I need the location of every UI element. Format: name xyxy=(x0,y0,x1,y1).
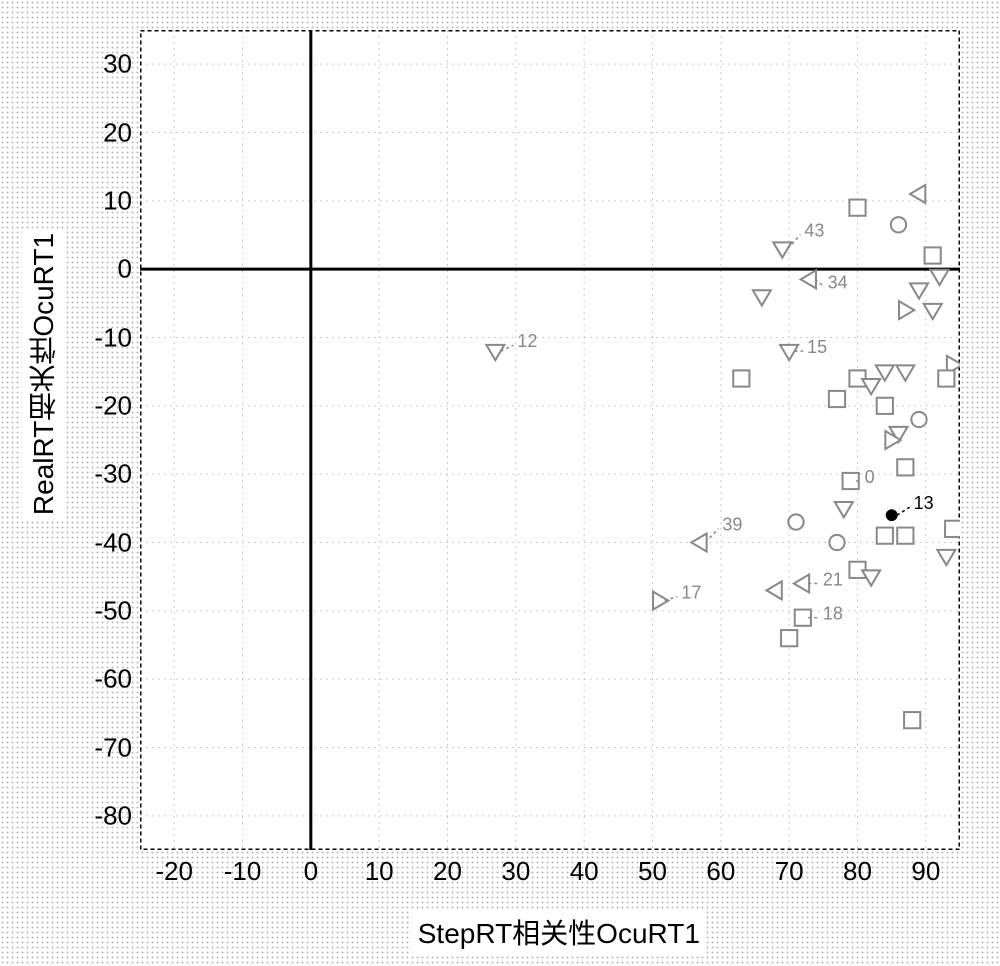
scatter-point xyxy=(801,270,816,288)
point-label: 21 xyxy=(823,570,843,590)
scatter-point xyxy=(910,185,925,203)
scatter-point xyxy=(938,370,954,386)
point-label: 0 xyxy=(865,467,875,487)
scatter-point xyxy=(781,630,797,646)
scatter-point xyxy=(877,398,893,414)
x-tick-label: 40 xyxy=(570,856,599,887)
point-label: 18 xyxy=(823,604,843,624)
chart-svg: 12 43 34 15 0 39 13 21 17 18 xyxy=(140,30,960,850)
scatter-point xyxy=(829,535,844,550)
scatter-point xyxy=(937,550,955,565)
chart-container: RealRT相关性OcuRT1 StepRT相关性OcuRT1 12 43 34 15… xyxy=(0,0,1000,966)
y-tick-label: 0 xyxy=(82,254,132,285)
y-tick-label: 20 xyxy=(82,117,132,148)
scatter-point xyxy=(925,247,941,263)
x-tick-label: -10 xyxy=(224,856,262,887)
x-tick-label: 50 xyxy=(638,856,667,887)
y-tick-label: -20 xyxy=(82,390,132,421)
x-tick-label: 0 xyxy=(304,856,318,887)
y-tick-label: -50 xyxy=(82,595,132,626)
x-tick-label: 60 xyxy=(706,856,735,887)
y-tick-label: -60 xyxy=(82,664,132,695)
y-tick-label: 10 xyxy=(82,185,132,216)
point-label: 15 xyxy=(807,337,827,357)
y-tick-label: -80 xyxy=(82,800,132,831)
scatter-point xyxy=(788,514,803,529)
x-tick-label: 70 xyxy=(775,856,804,887)
point-label: 12 xyxy=(517,331,537,351)
scatter-point xyxy=(849,200,865,216)
scatter-point xyxy=(911,412,926,427)
scatter-point xyxy=(773,242,791,257)
x-tick-label: 30 xyxy=(501,856,530,887)
scatter-point xyxy=(733,370,749,386)
point-label: 17 xyxy=(681,583,701,603)
y-tick-label: -10 xyxy=(82,322,132,353)
y-tick-label: -40 xyxy=(82,527,132,558)
scatter-point xyxy=(780,345,798,360)
x-tick-label: 10 xyxy=(365,856,394,887)
scatter-point xyxy=(877,528,893,544)
x-tick-label: -20 xyxy=(155,856,193,887)
scatter-point xyxy=(486,345,504,360)
plot-area: 12 43 34 15 0 39 13 21 17 18 xyxy=(140,30,960,850)
point-label: 43 xyxy=(804,221,824,241)
scatter-point xyxy=(897,528,913,544)
x-axis-label: StepRT相关性OcuRT1 xyxy=(418,918,700,949)
scatter-point xyxy=(904,712,920,728)
y-axis-label-box: RealRT相关性OcuRT1 xyxy=(22,229,66,519)
scatter-point xyxy=(945,521,960,537)
scatter-point xyxy=(910,283,928,298)
scatter-point xyxy=(767,581,782,599)
scatter-point xyxy=(794,575,809,593)
y-tick-label: -30 xyxy=(82,459,132,490)
y-tick-label: 30 xyxy=(82,49,132,80)
scatter-point xyxy=(887,510,897,520)
y-axis-label: RealRT相关性OcuRT1 xyxy=(24,233,64,515)
y-tick-label: -70 xyxy=(82,732,132,763)
scatter-point xyxy=(931,270,949,285)
point-label: 39 xyxy=(722,515,742,535)
scatter-point xyxy=(924,304,942,319)
point-label: 34 xyxy=(828,272,848,292)
x-tick-label: 20 xyxy=(433,856,462,887)
scatter-point xyxy=(896,365,914,380)
scatter-point xyxy=(829,391,845,407)
scatter-point xyxy=(835,502,853,517)
point-label: 13 xyxy=(914,493,934,513)
x-axis-label-box: StepRT相关性OcuRT1 xyxy=(412,910,706,954)
x-tick-label: 90 xyxy=(911,856,940,887)
scatter-point xyxy=(891,217,906,232)
scatter-point xyxy=(691,534,706,552)
scatter-point xyxy=(897,459,913,475)
scatter-point xyxy=(753,290,771,305)
scatter-point xyxy=(899,301,914,319)
x-tick-label: 80 xyxy=(843,856,872,887)
